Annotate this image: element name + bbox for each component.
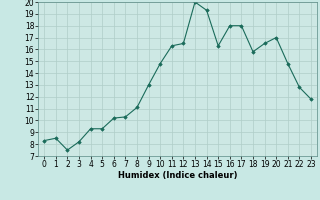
- X-axis label: Humidex (Indice chaleur): Humidex (Indice chaleur): [118, 171, 237, 180]
